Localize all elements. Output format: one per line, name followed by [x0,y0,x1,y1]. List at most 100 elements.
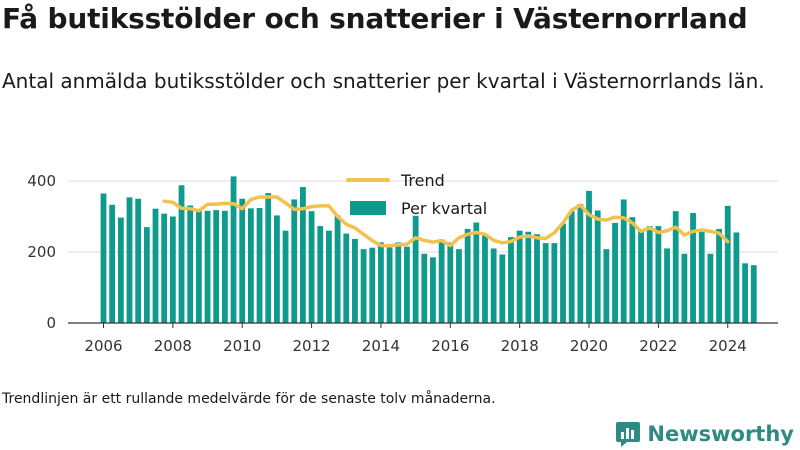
bar [690,212,696,323]
bar [291,199,298,323]
chart-title: Få butiksstölder och snatterier i Väster… [2,2,748,35]
bar [638,229,644,323]
bar [282,230,289,323]
bar [334,215,341,323]
brand-name: Newsworthy [647,422,794,446]
bar [742,263,748,323]
bar [456,249,462,323]
bar [464,228,471,323]
bar [395,242,402,323]
bar [516,230,523,323]
bar [490,248,497,323]
bar [178,185,185,323]
bar [117,217,124,323]
bar [300,187,306,323]
bar [221,210,228,323]
bar [213,210,220,323]
bar [265,193,272,323]
bar [551,243,558,323]
y-tick-label: 200 [27,243,56,261]
bar [560,223,566,323]
bar [646,226,653,323]
chart-subtitle: Antal anmälda butiksstölder och snatteri… [2,69,765,93]
bar [447,242,454,323]
bar [152,208,159,323]
x-tick-label: 2024 [709,337,747,355]
bar [577,204,584,323]
bar [360,249,367,323]
bar [317,226,324,323]
x-tick-label: 2018 [501,337,539,355]
bar [438,239,445,323]
bar [724,205,731,323]
bar [274,215,280,323]
bar [733,232,740,323]
bar [655,226,662,323]
bar [343,233,350,323]
bar [430,257,436,323]
bar [508,237,514,323]
bar [586,190,592,323]
bar [352,238,358,323]
bar [161,213,168,323]
y-tick-label: 0 [46,314,56,332]
bar [100,193,107,323]
x-tick-label: 2010 [223,337,261,355]
bar [378,242,384,323]
bar [568,211,575,323]
chart: 0 200 400 2006 2008 2010 2012 2014 2016 2018 2020 2… [27,171,778,355]
bar [204,210,211,323]
bar [247,208,254,323]
bar [195,210,202,323]
footnote: Trendlinjen är ett rullande medelvärde f… [2,391,496,407]
brand-logo[interactable]: Newsworthy [615,419,794,449]
x-tick-label: 2014 [362,337,400,355]
bar [629,217,636,323]
bar [135,198,142,323]
x-tick-label: 2020 [570,337,608,355]
bar [412,215,419,323]
bar [482,234,488,323]
bar-series [100,176,757,323]
y-tick-label: 400 [27,172,56,190]
bar [534,234,540,323]
bar [169,216,176,323]
axes: 0 200 400 2006 2008 2010 2012 2014 2016 2018 2020 2… [27,172,778,355]
x-tick-label: 2008 [154,337,192,355]
bar [421,253,428,323]
bar [716,228,722,323]
bar [187,205,194,323]
bar [239,198,246,323]
legend-bar-label: Per kvartal [401,199,487,218]
bar [126,197,133,323]
bar [256,207,263,323]
bar [594,210,601,323]
bar [308,211,315,323]
bar [681,253,688,323]
bar [664,248,670,323]
trend-series [162,195,730,248]
bar [109,204,116,323]
bar [542,243,549,323]
legend: Trend Per kvartal [346,171,487,218]
bar [750,265,757,323]
legend-trend-label: Trend [400,171,445,190]
bar [612,222,618,323]
bar [230,176,237,323]
bar [404,246,410,323]
bar [672,211,679,323]
bar [143,227,150,323]
bar [525,231,532,323]
bar [698,229,705,323]
trend-line [162,195,730,248]
bar [473,222,480,323]
bar [707,253,714,323]
bar [386,247,393,323]
bar [620,199,627,323]
x-tick-label: 2012 [292,337,330,355]
bar [326,230,332,323]
newsworthy-logo-icon [616,422,641,447]
bar [369,247,376,323]
x-tick-label: 2006 [84,337,122,355]
legend-bar-swatch [350,201,386,215]
